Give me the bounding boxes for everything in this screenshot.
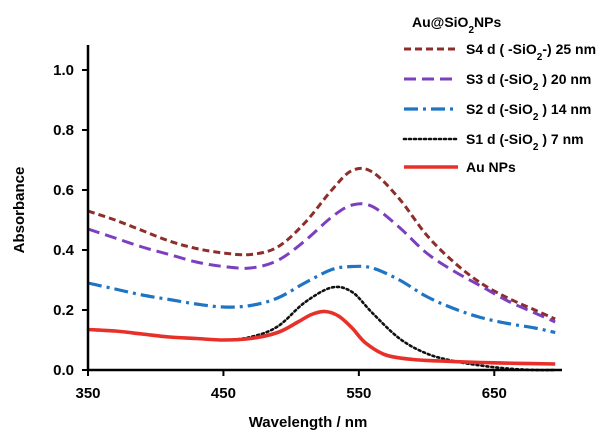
x-tick-label: 350	[75, 385, 100, 402]
series-line-1	[87, 166, 556, 321]
y-tick-label: 0.6	[53, 182, 74, 199]
y-tick-label: 1.0	[53, 62, 74, 79]
legend-label-2: S3 d (-SiO2 ) 20 nm	[466, 71, 591, 93]
series-line-4	[86, 285, 557, 372]
legend-label-4: S1 d (-SiO2 ) 7 nm	[466, 131, 584, 153]
y-tick-label: 0.0	[53, 362, 74, 379]
legend: Au@SiO2NPs S4 d ( -SiO2-) 25 nm S3 d (-SiO…	[402, 14, 596, 175]
series-line-2	[87, 202, 556, 324]
series-line-5	[87, 309, 556, 366]
legend-label-5: Au NPs	[466, 159, 516, 175]
y-tick-label: 0.4	[53, 242, 75, 259]
y-tick-label: 0.2	[53, 302, 74, 319]
legend-title: Au@SiO2NPs	[412, 14, 501, 36]
x-tick-label: 450	[211, 385, 236, 402]
y-axis-title: Absorbance	[11, 167, 28, 254]
ticks: 0.0 0.2 0.4 0.6 0.8 1.0 350 450 550 650	[53, 62, 507, 402]
series-line-3	[87, 264, 556, 335]
legend-label-1: S4 d ( -SiO2-) 25 nm	[466, 41, 596, 63]
y-tick-label: 0.8	[53, 122, 74, 139]
axes	[86, 45, 562, 372]
x-tick-label: 550	[346, 385, 371, 402]
series-lines	[86, 166, 557, 372]
x-tick-label: 650	[482, 385, 507, 402]
x-axis-title: Wavelength / nm	[249, 414, 368, 431]
legend-label-3: S2 d (-SiO2 ) 14 nm	[466, 101, 591, 123]
